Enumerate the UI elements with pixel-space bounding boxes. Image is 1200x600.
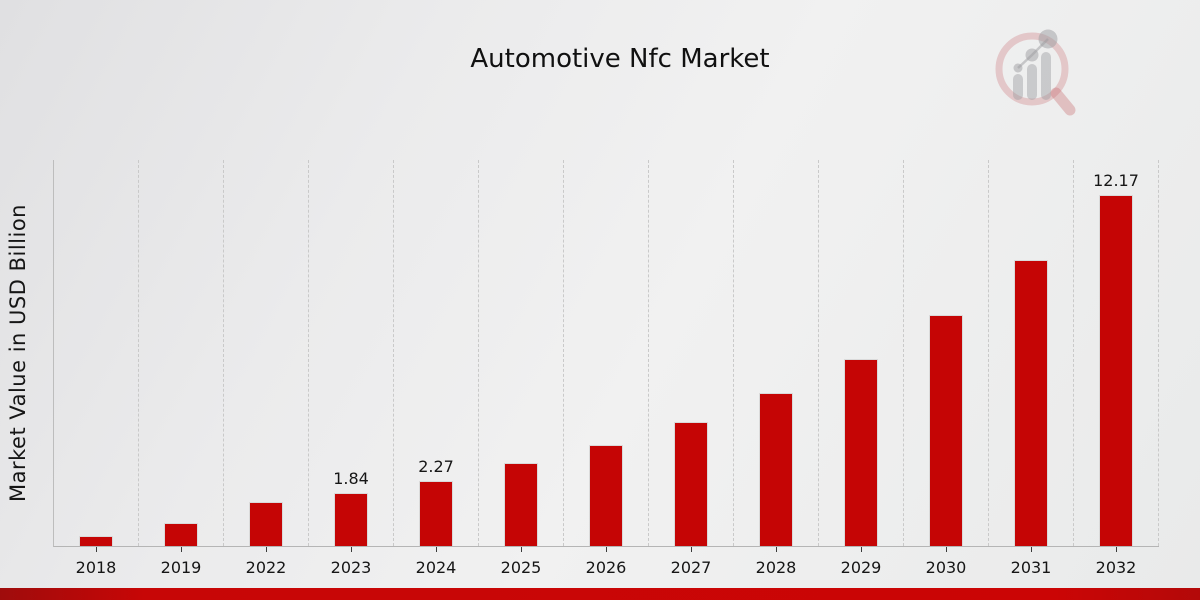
x-axis-tick <box>861 547 862 552</box>
chart-slot-2022: 2022 <box>224 160 309 577</box>
chart-slot-2029: 2029 <box>819 160 904 577</box>
bar-2029 <box>844 359 878 546</box>
x-axis-label-2030: 2030 <box>925 558 967 577</box>
x-axis-label-2023: 2023 <box>330 558 372 577</box>
bar-2025 <box>504 463 538 546</box>
x-axis-label-2029: 2029 <box>840 558 882 577</box>
chart-slot-2018: 2018 <box>54 160 139 577</box>
x-axis-label-2032: 2032 <box>1095 558 1137 577</box>
chart-slot-2026: 2026 <box>564 160 649 577</box>
x-axis-tick <box>1116 547 1117 552</box>
bar-2030 <box>929 315 963 546</box>
x-axis-label-2018: 2018 <box>75 558 117 577</box>
bar-2023 <box>334 493 368 546</box>
x-axis-tick <box>691 547 692 552</box>
data-label-2032: 12.17 <box>1093 171 1139 190</box>
bar-2027 <box>674 422 708 546</box>
bar-2024 <box>419 481 453 546</box>
x-axis-tick <box>946 547 947 552</box>
data-label-2024: 2.27 <box>418 457 454 476</box>
x-axis-tick <box>1031 547 1032 552</box>
bar-2018 <box>79 536 113 546</box>
x-axis-label-2028: 2028 <box>755 558 797 577</box>
chart-title: Automotive Nfc Market <box>470 44 770 74</box>
bar-2028 <box>759 393 793 546</box>
x-axis-label-2025: 2025 <box>500 558 542 577</box>
bar-2019 <box>164 523 198 546</box>
x-axis-label-2022: 2022 <box>245 558 287 577</box>
x-axis-label-2027: 2027 <box>670 558 712 577</box>
data-label-2023: 1.84 <box>333 469 369 488</box>
chart-slot-2027: 2027 <box>649 160 734 577</box>
x-axis-label-2031: 2031 <box>1010 558 1052 577</box>
x-axis-tick <box>606 547 607 552</box>
x-axis-tick <box>521 547 522 552</box>
x-axis-label-2026: 2026 <box>585 558 627 577</box>
chart-slot-2030: 2030 <box>904 160 989 577</box>
bar-2022 <box>249 502 283 546</box>
y-axis-label: Market Value in USD Billion <box>6 204 30 503</box>
x-axis-tick <box>96 547 97 552</box>
chart-slot-2032: 12.17 2032 <box>1074 160 1159 577</box>
bar-2032 <box>1099 195 1133 546</box>
x-axis-tick <box>266 547 267 552</box>
chart-slot-2024: 2.27 2024 <box>394 160 479 577</box>
chart-slot-2025: 2025 <box>479 160 564 577</box>
plot-area: 2018 2019 2022 1.84 2023 2.27 2024 2025 2026 2027… <box>53 160 1159 577</box>
x-axis-tick <box>776 547 777 552</box>
market-research-future-logo-icon <box>995 29 1076 116</box>
bar-2026 <box>589 445 623 546</box>
chart-slot-2019: 2019 <box>139 160 224 577</box>
x-axis-tick <box>436 547 437 552</box>
x-axis-label-2019: 2019 <box>160 558 202 577</box>
x-axis-tick <box>181 547 182 552</box>
x-axis-label-2024: 2024 <box>415 558 457 577</box>
x-axis-tick <box>351 547 352 552</box>
bar-2031 <box>1014 260 1048 546</box>
chart-slot-2023: 1.84 2023 <box>309 160 394 577</box>
chart-slot-2028: 2028 <box>734 160 819 577</box>
footer-accent-bar <box>0 588 1200 600</box>
chart-slot-2031: 2031 <box>989 160 1074 577</box>
